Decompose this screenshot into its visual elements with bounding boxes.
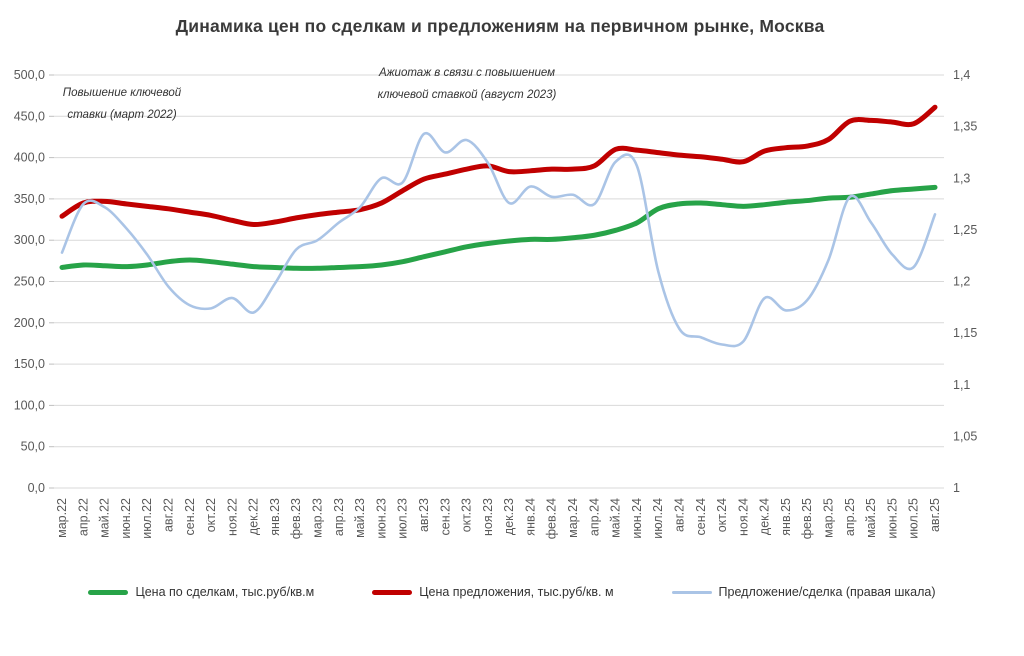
x-axis-tick-label: мар.22 [55,498,69,538]
offer-price-line-swatch [372,589,413,595]
x-axis-tick-label: апр.25 [843,498,857,536]
x-axis-tick-label: июл.23 [396,498,410,539]
legend-label-offer-price: Цена предложения, тыс.руб/кв. м [419,585,614,599]
x-axis-tick-label: май.22 [98,498,112,538]
left-axis-tick-label: 250,0 [14,275,45,289]
left-axis-tick-label: 0,0 [28,481,45,495]
offer-deal-ratio-line-swatch [671,590,712,594]
left-axis-tick-label: 200,0 [14,316,45,330]
right-axis-tick-label: 1,1 [953,378,970,392]
right-axis-tick-label: 1,2 [953,275,970,289]
x-axis-tick-label: авг.25 [928,498,942,532]
x-axis-tick-label: апр.22 [76,498,90,536]
annotation-key-rate-2022: Повышение ключевой ставки (март 2022) [62,87,182,122]
x-axis-tick-label: июн.24 [630,498,644,539]
legend-item-offer-deal-ratio: Предложение/сделка (правая шкала) [671,585,936,599]
series-line-1 [59,104,938,228]
x-axis-tick-label: фев.24 [545,498,559,539]
x-axis-tick-label: май.24 [609,498,623,538]
x-axis-tick-label: май.23 [353,498,367,538]
left-axis-tick-label: 150,0 [14,357,45,371]
x-axis-tick-label: авг.22 [161,498,175,532]
right-axis-tick-label: 1,4 [953,68,970,82]
x-axis-tick-label: май.25 [864,498,878,538]
x-axis-tick-label: мар.23 [311,498,325,538]
chart-canvas: 500,0450,0400,0350,0300,0250,0200,0150,0… [14,68,978,539]
right-axis-tick-label: 1,3 [953,171,970,185]
left-axis-tick-label: 400,0 [14,151,45,165]
x-axis-tick-label: янв.24 [523,498,537,536]
series-line-2 [60,131,937,348]
x-axis-tick-label: мар.24 [566,498,580,538]
x-axis-tick-label: дек.24 [758,498,772,535]
deal-price-line-swatch [88,589,129,595]
right-axis-tick-label: 1,05 [953,429,977,443]
x-axis-tick-label: фев.23 [289,498,303,539]
legend-label-offer-deal-ratio: Предложение/сделка (правая шкала) [718,585,936,599]
series-line-0 [59,184,938,271]
x-axis-tick-label: июн.25 [885,498,899,539]
legend-item-offer-price: Цена предложения, тыс.руб/кв. м [372,585,614,599]
x-axis-tick-label: фев.25 [800,498,814,539]
x-axis-tick-label: апр.24 [587,498,601,536]
x-axis-tick-label: окт.23 [460,498,474,532]
x-axis-tick-label: июл.24 [651,498,665,539]
left-axis-tick-label: 300,0 [14,233,45,247]
x-axis-tick-label: янв.25 [779,498,793,536]
x-axis-tick-label: авг.24 [672,498,686,532]
x-axis-tick-label: мар.25 [822,498,836,538]
x-axis-tick-label: ноя.23 [481,498,495,536]
x-axis-tick-label: июл.25 [907,498,921,539]
x-axis-tick-label: июн.22 [119,498,133,539]
right-axis-tick-label: 1,15 [953,326,977,340]
chart-title: Динамика цен по сделкам и предложениям н… [175,16,825,36]
legend: Цена по сделкам, тыс.руб/кв.м Цена предл… [0,585,1024,599]
x-axis-tick-label: сен.24 [694,498,708,536]
left-axis-tick-label: 350,0 [14,192,45,206]
x-axis-tick-label: апр.23 [332,498,346,536]
x-axis-tick-label: окт.22 [204,498,218,532]
x-axis-tick-label: ноя.22 [225,498,239,536]
left-axis-tick-label: 500,0 [14,68,45,82]
legend-item-deal-price: Цена по сделкам, тыс.руб/кв.м [88,585,314,599]
right-axis-tick-label: 1,25 [953,223,977,237]
x-axis-tick-label: июл.22 [140,498,154,539]
right-axis-tick-label: 1,35 [953,120,977,134]
right-axis-tick-label: 1 [953,481,960,495]
x-axis-tick-label: дек.22 [247,498,261,535]
legend-label-deal-price: Цена по сделкам, тыс.руб/кв.м [135,585,315,599]
x-axis-tick-label: авг.23 [417,498,431,532]
left-axis-tick-label: 50,0 [21,440,45,454]
annotation-rush-2023: Ажиотаж в связи с повышением ключевой ст… [377,67,557,102]
x-axis-tick-label: янв.23 [268,498,282,536]
x-axis-tick-label: ноя.24 [736,498,750,536]
x-axis-tick-label: сен.23 [438,498,452,536]
x-axis-tick-label: окт.24 [715,498,729,532]
x-axis-tick-label: дек.23 [502,498,516,535]
left-axis-tick-label: 450,0 [14,109,45,123]
x-axis-tick-label: сен.22 [183,498,197,536]
left-axis-tick-label: 100,0 [14,398,45,412]
x-axis-tick-label: июн.23 [374,498,388,539]
